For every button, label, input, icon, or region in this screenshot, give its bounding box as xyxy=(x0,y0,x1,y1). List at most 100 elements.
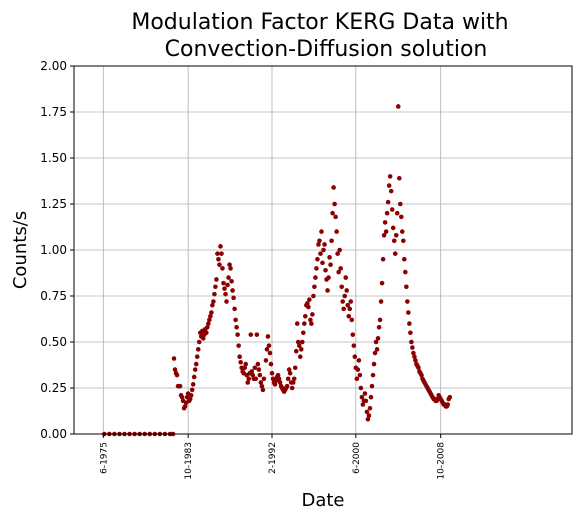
x-tick-label: 10-1983 xyxy=(184,442,194,480)
data-point xyxy=(311,293,316,299)
data-point xyxy=(211,299,216,304)
data-point xyxy=(276,376,282,382)
data-point xyxy=(287,370,293,376)
data-point xyxy=(231,295,236,301)
data-point xyxy=(312,284,317,290)
data-point xyxy=(319,229,324,234)
data-point xyxy=(413,358,418,363)
data-point xyxy=(301,330,306,336)
data-point xyxy=(174,372,180,378)
data-point xyxy=(356,358,362,363)
data-point xyxy=(266,343,272,348)
data-point xyxy=(196,339,202,345)
data-point xyxy=(390,225,396,231)
data-point xyxy=(384,210,390,216)
data-point xyxy=(238,359,243,365)
data-point xyxy=(366,413,372,418)
data-point xyxy=(284,383,290,389)
data-point xyxy=(171,356,177,361)
data-point xyxy=(224,299,229,304)
x-axis-label: Date xyxy=(301,490,344,511)
data-point xyxy=(209,310,214,315)
data-point xyxy=(220,266,225,271)
data-point xyxy=(233,317,238,323)
data-point xyxy=(200,336,206,341)
data-point xyxy=(267,350,273,356)
data-point xyxy=(402,256,407,262)
data-point xyxy=(207,317,212,323)
data-point xyxy=(357,372,363,378)
data-point xyxy=(308,317,313,323)
data-point xyxy=(392,251,398,256)
data-point xyxy=(257,372,263,378)
data-point xyxy=(292,365,298,371)
data-point xyxy=(327,255,332,260)
data-point xyxy=(218,244,223,249)
data-point xyxy=(406,310,411,315)
data-point xyxy=(351,343,357,348)
data-point xyxy=(235,332,240,337)
data-point xyxy=(404,284,409,290)
data-point xyxy=(293,348,299,354)
data-point xyxy=(328,262,333,268)
data-point xyxy=(260,387,266,393)
data-point xyxy=(259,383,265,389)
data-points xyxy=(102,104,453,437)
y-axis-ticks: 0.00 0.25 0.50 0.75 1.00 1.25 1.50 1.75 2.00 xyxy=(40,59,74,441)
data-point xyxy=(383,229,389,234)
data-point xyxy=(416,365,421,371)
data-point xyxy=(342,293,348,299)
data-point xyxy=(395,104,401,109)
data-point xyxy=(225,282,230,288)
data-point xyxy=(345,302,351,308)
data-point xyxy=(314,266,319,271)
data-point xyxy=(399,229,405,234)
data-point xyxy=(341,306,347,312)
data-point xyxy=(286,367,292,372)
data-point xyxy=(234,324,239,330)
data-point xyxy=(230,288,235,293)
data-point xyxy=(376,324,382,330)
data-point xyxy=(368,394,374,400)
data-point xyxy=(261,376,267,382)
data-point xyxy=(250,372,256,378)
data-point xyxy=(195,347,201,352)
data-point xyxy=(370,372,376,378)
data-point xyxy=(318,251,323,256)
data-point xyxy=(313,275,318,280)
data-point xyxy=(378,299,384,304)
data-point xyxy=(254,332,260,337)
data-point xyxy=(302,321,307,326)
data-point xyxy=(219,251,224,256)
data-point xyxy=(352,354,358,360)
data-point xyxy=(228,266,233,271)
data-point xyxy=(386,183,392,188)
y-tick-label: 0.50 xyxy=(40,335,67,349)
data-point xyxy=(346,313,352,319)
data-point xyxy=(245,380,251,385)
data-point xyxy=(379,280,385,286)
y-axis-label: Counts/s xyxy=(10,211,31,289)
data-point xyxy=(237,354,242,360)
data-point xyxy=(248,332,254,337)
data-point xyxy=(204,330,209,336)
data-point xyxy=(193,361,199,367)
y-tick-label: 1.75 xyxy=(40,105,67,119)
data-point xyxy=(340,299,345,304)
data-point xyxy=(243,361,249,367)
data-point xyxy=(335,251,340,256)
data-point xyxy=(364,409,370,415)
data-point xyxy=(367,405,373,411)
y-tick-label: 0.00 xyxy=(40,427,67,441)
data-point xyxy=(403,269,408,275)
x-tick-label: 6-1975 xyxy=(99,442,109,474)
data-point xyxy=(295,339,301,345)
data-point xyxy=(445,402,451,407)
data-point xyxy=(290,380,296,385)
data-point xyxy=(321,247,326,253)
data-point xyxy=(191,374,197,380)
data-point xyxy=(410,345,415,350)
data-point xyxy=(362,391,368,396)
data-point xyxy=(305,301,310,306)
